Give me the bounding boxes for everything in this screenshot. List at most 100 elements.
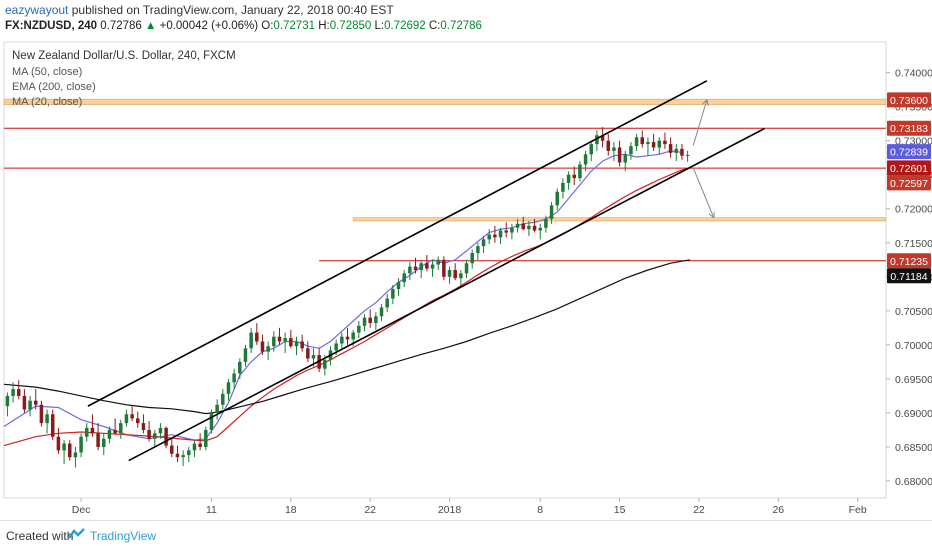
candle-body bbox=[294, 341, 299, 347]
candle bbox=[238, 358, 242, 379]
price-label-box bbox=[887, 253, 931, 269]
y-tick-label: 0.70000 bbox=[895, 340, 932, 352]
arrow-head-1 bbox=[708, 211, 715, 219]
candle bbox=[283, 332, 287, 354]
y-tick-label: 0.69000 bbox=[895, 408, 932, 420]
candle bbox=[436, 256, 440, 270]
candle bbox=[464, 259, 469, 279]
candles-layer bbox=[5, 127, 690, 468]
candle bbox=[215, 399, 219, 420]
candle bbox=[170, 438, 174, 458]
ohlc-line: FX:NZDUSD, 240 0.72786 ▲ +0.00042 (+0.06… bbox=[5, 20, 482, 32]
candle-body bbox=[425, 263, 429, 269]
price-labels-layer: 0.73600 0.73183 0.72839 0.72601 0.72597 0.712… bbox=[887, 92, 931, 284]
open-label: O: bbox=[261, 20, 274, 32]
candle-body bbox=[538, 227, 542, 231]
price-label-box bbox=[887, 160, 931, 176]
low-label: L: bbox=[374, 20, 385, 32]
candle bbox=[130, 406, 134, 422]
y-tick-label: 0.68500 bbox=[895, 442, 932, 454]
candle bbox=[668, 137, 673, 158]
candle bbox=[79, 433, 83, 458]
author-link[interactable]: eazywayout bbox=[5, 3, 69, 17]
candle bbox=[515, 218, 520, 233]
tradingview-brand-link[interactable]: TradingView bbox=[90, 529, 157, 543]
close-label: C: bbox=[428, 20, 441, 32]
chart-area[interactable]: 0.740000.735000.730000.725000.720000.715… bbox=[0, 40, 932, 518]
candle-body bbox=[612, 147, 616, 151]
candle-body bbox=[243, 348, 248, 362]
candle bbox=[221, 389, 225, 410]
candle-body bbox=[521, 223, 525, 230]
candle bbox=[589, 140, 594, 162]
candle bbox=[391, 284, 395, 305]
candle-body bbox=[561, 182, 565, 192]
x-tick-label: 18 bbox=[285, 504, 297, 516]
candle-body bbox=[617, 147, 622, 163]
candle bbox=[651, 133, 656, 151]
price-label: 0.71235 bbox=[887, 253, 931, 269]
candle bbox=[561, 178, 565, 199]
candle bbox=[73, 446, 78, 468]
price-label-text: 0.73183 bbox=[890, 123, 928, 135]
candle bbox=[164, 426, 168, 449]
candle bbox=[600, 127, 605, 148]
legend-ma20[interactable]: MA (20, close) bbox=[12, 96, 82, 108]
candle-body bbox=[221, 393, 225, 405]
high-label: H: bbox=[318, 20, 330, 32]
candle-body bbox=[113, 429, 117, 434]
candle-body bbox=[396, 282, 401, 290]
x-tick-label: Feb bbox=[849, 504, 867, 516]
price-label-text: 0.71235 bbox=[890, 256, 928, 268]
candle-body bbox=[5, 395, 10, 407]
time-axis[interactable]: Dec 11 18 22 2018 8 15 22 26 Feb bbox=[4, 497, 886, 516]
candle-body bbox=[555, 191, 559, 206]
price-label-box bbox=[887, 144, 931, 160]
candle bbox=[147, 421, 151, 442]
price-label-box bbox=[887, 175, 931, 191]
candle-body bbox=[22, 395, 27, 410]
candle-body bbox=[447, 270, 452, 277]
candle bbox=[413, 257, 418, 274]
candle-body bbox=[572, 174, 576, 179]
candle-body bbox=[436, 259, 440, 265]
x-tick-label: Dec bbox=[72, 504, 91, 516]
created-with-text: Created with bbox=[6, 529, 74, 543]
candle-body bbox=[589, 144, 594, 155]
candle-body bbox=[153, 433, 157, 439]
price-label-text: 0.73600 bbox=[890, 95, 928, 107]
candle-body bbox=[96, 433, 100, 447]
resistance-zone-1 bbox=[352, 217, 887, 222]
candle bbox=[657, 137, 662, 155]
legend-title: New Zealand Dollar/U.S. Dollar, 240, FXC… bbox=[12, 50, 236, 62]
candle bbox=[345, 327, 350, 345]
candle-body bbox=[311, 355, 316, 359]
channel-line-1 bbox=[128, 127, 766, 462]
publish-line: eazywayout published on TradingView.com,… bbox=[5, 3, 394, 17]
price-label: 0.71184 bbox=[887, 268, 931, 284]
candle bbox=[50, 409, 55, 441]
price-label: 0.72839 bbox=[887, 144, 931, 160]
candle bbox=[493, 225, 497, 243]
candle-body bbox=[623, 154, 628, 163]
candle bbox=[198, 433, 202, 451]
candle bbox=[374, 312, 378, 330]
candle bbox=[107, 426, 112, 444]
candle bbox=[555, 188, 559, 211]
candle-body bbox=[141, 423, 146, 430]
candle bbox=[566, 171, 571, 190]
candle-body bbox=[629, 146, 633, 155]
candle bbox=[680, 144, 684, 160]
symbol-label: FX:NZDUSD, 240 bbox=[5, 20, 98, 32]
candle bbox=[266, 341, 270, 360]
candle bbox=[181, 450, 185, 467]
legend-ma50[interactable]: MA (50, close) bbox=[12, 66, 82, 78]
candle-body bbox=[345, 336, 350, 340]
candle-body bbox=[340, 336, 344, 344]
price-chart[interactable]: 0.740000.735000.730000.725000.720000.715… bbox=[0, 40, 932, 518]
candle bbox=[33, 389, 38, 410]
candle bbox=[623, 150, 628, 172]
candle bbox=[141, 414, 146, 434]
candle-body bbox=[209, 412, 214, 430]
legend-ema200[interactable]: EMA (200, close) bbox=[12, 81, 96, 93]
